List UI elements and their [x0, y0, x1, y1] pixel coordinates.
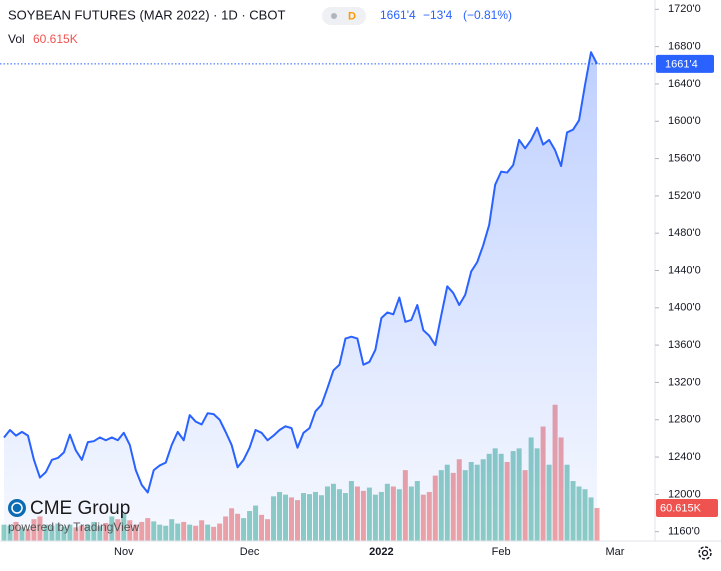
logo-text: CME Group: [30, 498, 130, 519]
last-volume-box: [656, 498, 718, 517]
volume-title: Vol: [8, 32, 25, 46]
powered-by: powered by TradingView: [8, 520, 140, 534]
chart-title: SOYBEAN FUTURES (MAR 2022) · 1D · CBOT: [8, 7, 285, 22]
badge-bg: [322, 7, 366, 25]
logo-globe-ring: [11, 502, 23, 514]
y-tick-label: 1560'0: [668, 152, 701, 164]
x-tick-label: 2022: [369, 546, 393, 558]
y-tick-label: 1240'0: [668, 451, 701, 463]
last-price-label: 1661'4: [665, 58, 698, 70]
y-tick-label: 1520'0: [668, 190, 701, 202]
price-area: [4, 52, 598, 541]
y-tick-label: 1600'0: [668, 115, 701, 127]
volume-value: 60.615K: [33, 32, 78, 46]
x-tick-label: Nov: [114, 546, 134, 558]
y-tick-label: 1640'0: [668, 78, 701, 90]
y-tick-label: 1720'0: [668, 3, 701, 15]
y-tick-label: 1480'0: [668, 227, 701, 239]
header-price: 1661'4: [380, 8, 416, 22]
header-change: −13'4: [423, 8, 453, 22]
gear-inner[interactable]: [701, 549, 709, 557]
y-tick-label: 1440'0: [668, 264, 701, 276]
logo: CME Group powered by TradingView: [8, 498, 140, 534]
settings-icon[interactable]: [698, 546, 712, 560]
y-tick-label: 1280'0: [668, 414, 701, 426]
x-tick-label: Mar: [606, 546, 625, 558]
y-tick-label: 1360'0: [668, 339, 701, 351]
badge: D: [348, 10, 356, 22]
header-change-pct: (−0.81%): [463, 8, 512, 22]
y-tick-label: 1160'0: [668, 526, 700, 538]
gear-outer[interactable]: [698, 546, 712, 560]
badge-dot: [331, 13, 337, 19]
y-tick-label: 1400'0: [668, 302, 701, 314]
last-price-box: [656, 54, 714, 73]
y-tick-label: 1680'0: [668, 41, 701, 53]
last-volume-label: 60.615K: [660, 502, 702, 514]
y-tick-label: 1200'0: [668, 488, 701, 500]
logo-globe: [8, 499, 26, 517]
y-tick-label: 1320'0: [668, 376, 701, 388]
price-line: [3, 51, 598, 494]
x-tick-label: Dec: [240, 546, 260, 558]
x-tick-label: Feb: [492, 546, 511, 558]
